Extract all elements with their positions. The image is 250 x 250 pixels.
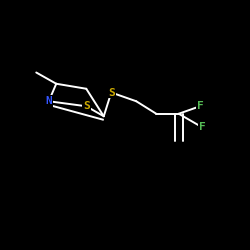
Text: S: S <box>108 88 114 98</box>
Text: N: N <box>46 96 52 106</box>
Text: F: F <box>199 122 206 132</box>
Text: F: F <box>196 101 203 111</box>
Text: S: S <box>83 101 89 111</box>
